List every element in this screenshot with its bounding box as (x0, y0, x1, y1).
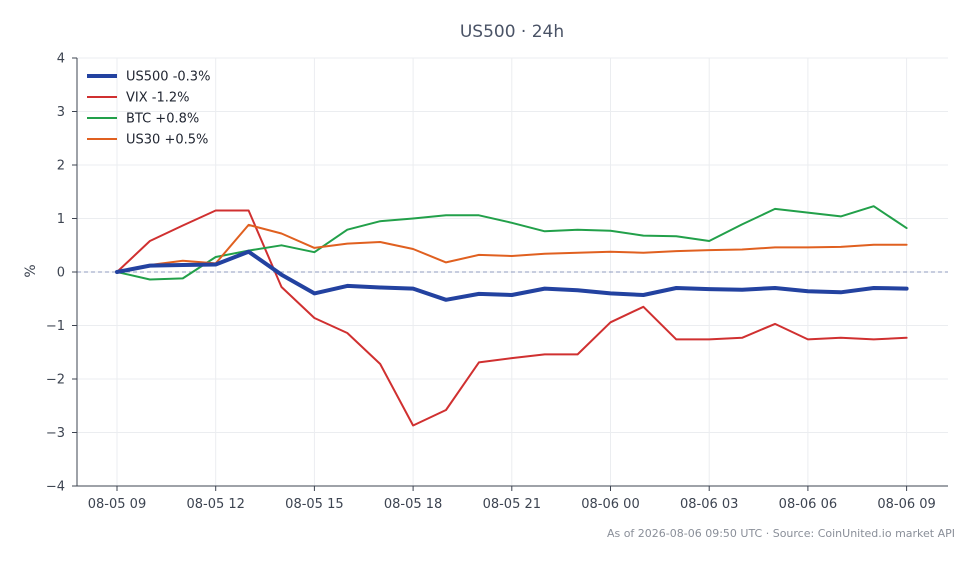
x-tick-label: 08-06 06 (779, 497, 837, 512)
x-tick-label: 08-05 09 (88, 497, 146, 512)
legend: US500 -0.3% VIX -1.2% BTC +0.8% US30 +0.5% (87, 70, 210, 148)
x-tick-label: 08-06 00 (581, 497, 639, 512)
x-tick-label: 08-06 09 (877, 497, 935, 512)
legend-label-2: BTC +0.8% (126, 112, 199, 127)
x-tick-label: 08-05 21 (483, 497, 541, 512)
axes: 4 3 2 1 0 −1 −2 −3 −4 08-05 09 08-05 12 08-05 15 08-… (46, 52, 948, 512)
series-line-1 (116, 209, 908, 427)
series-lines (115, 205, 909, 427)
y-tick-label: 2 (57, 159, 65, 174)
y-tick-label: 4 (57, 52, 65, 67)
source-footer: As of 2026-08-06 09:50 UTC · Source: Coi… (607, 527, 955, 540)
legend-label-0: US500 -0.3% (126, 70, 210, 85)
legend-label-3: US30 +0.5% (126, 133, 208, 148)
y-tick-label: −3 (46, 426, 65, 441)
y-tick-label: −1 (46, 319, 65, 334)
x-tick-label: 08-05 15 (285, 497, 343, 512)
y-axis-label: % (23, 264, 39, 277)
x-tick-label: 08-05 12 (186, 497, 244, 512)
y-tick-label: −2 (46, 373, 65, 388)
series-line-3 (116, 223, 908, 273)
x-tick-label: 08-06 03 (680, 497, 738, 512)
x-tick-label: 08-05 18 (384, 497, 442, 512)
chart-title: US500 · 24h (460, 22, 564, 42)
y-tick-label: 0 (57, 266, 65, 281)
legend-label-1: VIX -1.2% (126, 91, 189, 106)
series-line-0 (115, 249, 909, 302)
y-tick-label: 3 (57, 105, 65, 120)
y-tick-label: 1 (57, 212, 65, 227)
y-tick-label: −4 (46, 480, 65, 495)
